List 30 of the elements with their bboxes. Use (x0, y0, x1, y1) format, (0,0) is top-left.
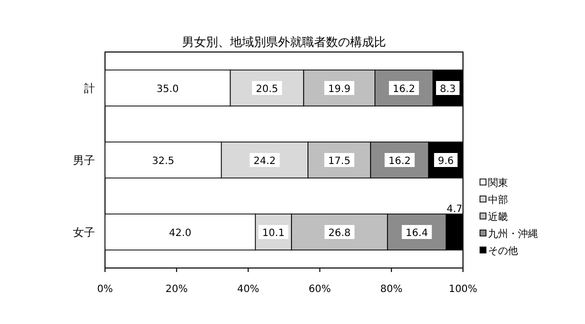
legend-label: その他 (488, 245, 518, 257)
data-label: 10.1 (262, 228, 285, 239)
data-label: 20.5 (256, 84, 278, 95)
y-tick-label: 男子 (73, 154, 95, 167)
chart-title: 男女別、地域別県外就職者数の構成比 (182, 35, 386, 49)
x-tick-label: 0% (97, 284, 113, 295)
legend-label: 関東 (488, 177, 508, 189)
data-label: 16.2 (392, 84, 416, 95)
legend-label: 九州・沖縄 (488, 228, 538, 240)
x-tick-label: 60% (308, 284, 331, 295)
y-tick-label: 計 (84, 82, 95, 95)
data-label: 24.2 (254, 156, 276, 167)
x-tick-label: 80% (380, 284, 403, 295)
data-label: 16.4 (406, 228, 428, 239)
data-label: 26.8 (328, 228, 351, 239)
legend-label: 中部 (488, 194, 508, 206)
data-label: 16.2 (388, 156, 411, 167)
x-tick-label: 20% (165, 284, 188, 295)
data-label: 19.9 (328, 84, 350, 95)
x-tick-label: 100% (448, 284, 478, 295)
data-label: 17.5 (328, 156, 350, 167)
data-label: 42.0 (169, 228, 192, 239)
data-label: 35.0 (156, 84, 179, 95)
data-label: 32.5 (152, 156, 174, 167)
data-label: 8.3 (440, 84, 456, 95)
x-tick-label: 40% (237, 284, 260, 295)
legend-label: 近畿 (488, 211, 508, 223)
data-label: 4.7 (446, 204, 463, 215)
data-label: 9.6 (438, 156, 454, 167)
y-tick-label: 女子 (73, 226, 95, 239)
